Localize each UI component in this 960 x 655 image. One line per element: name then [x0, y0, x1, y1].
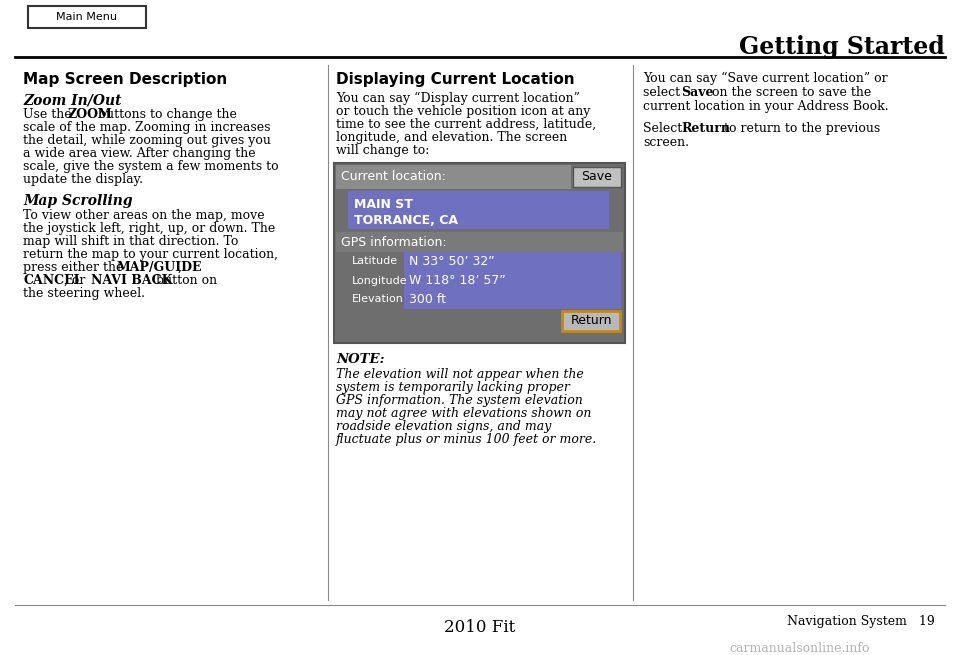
Bar: [336, 309, 623, 333]
Bar: [348, 191, 609, 229]
Text: to return to the previous: to return to the previous: [721, 122, 880, 135]
Text: To view other areas on the map, move: To view other areas on the map, move: [23, 209, 265, 222]
Text: Zoom In/Out: Zoom In/Out: [23, 93, 122, 107]
Text: current location in your Address Book.: current location in your Address Book.: [643, 100, 889, 113]
Text: the steering wheel.: the steering wheel.: [23, 287, 145, 300]
Text: You can say “Display current location”: You can say “Display current location”: [336, 92, 580, 105]
Text: Navigation System   19: Navigation System 19: [787, 616, 935, 629]
Text: Map Screen Description: Map Screen Description: [23, 72, 228, 87]
Text: time to see the current address, latitude,: time to see the current address, latitud…: [336, 118, 596, 131]
Text: will change to:: will change to:: [336, 144, 429, 157]
Text: the detail, while zooming out gives you: the detail, while zooming out gives you: [23, 134, 271, 147]
Bar: [404, 252, 621, 309]
Text: may not agree with elevations shown on: may not agree with elevations shown on: [336, 407, 591, 420]
Text: You can say “Save current location” or: You can say “Save current location” or: [643, 72, 888, 85]
Text: Displaying Current Location: Displaying Current Location: [336, 72, 575, 87]
Text: NOTE:: NOTE:: [336, 353, 385, 366]
Text: Main Menu: Main Menu: [57, 12, 117, 22]
Text: Save: Save: [582, 170, 612, 183]
Text: The elevation will not appear when the: The elevation will not appear when the: [336, 368, 584, 381]
Bar: [28, 6, 146, 28]
Text: Save: Save: [682, 86, 714, 99]
Bar: [573, 167, 621, 187]
Text: press either the: press either the: [23, 261, 128, 274]
Text: Return: Return: [570, 314, 612, 328]
Text: select: select: [643, 86, 684, 99]
Text: or touch the vehicle position icon at any: or touch the vehicle position icon at an…: [336, 105, 590, 118]
Text: Getting Started: Getting Started: [739, 35, 945, 59]
Text: NAVI BACK: NAVI BACK: [91, 274, 173, 287]
Text: update the display.: update the display.: [23, 173, 143, 186]
Text: fluctuate plus or minus 100 feet or more.: fluctuate plus or minus 100 feet or more…: [336, 433, 597, 446]
Text: scale of the map. Zooming in increases: scale of the map. Zooming in increases: [23, 121, 271, 134]
Text: Current location:: Current location:: [341, 170, 445, 183]
Text: Map Scrolling: Map Scrolling: [23, 194, 132, 208]
Text: longitude, and elevation. The screen: longitude, and elevation. The screen: [336, 131, 567, 144]
Text: ZOOM: ZOOM: [67, 108, 111, 121]
Text: return the map to your current location,: return the map to your current location,: [23, 248, 278, 261]
Bar: [334, 163, 625, 343]
Text: TORRANCE, CA: TORRANCE, CA: [354, 214, 458, 227]
Text: Select: Select: [643, 122, 686, 135]
Text: a wide area view. After changing the: a wide area view. After changing the: [23, 147, 255, 160]
Text: MAIN ST: MAIN ST: [354, 198, 413, 210]
Text: screen.: screen.: [643, 136, 689, 149]
Text: roadside elevation signs, and may: roadside elevation signs, and may: [336, 420, 551, 433]
Text: system is temporarily lacking proper: system is temporarily lacking proper: [336, 381, 570, 394]
Text: Return: Return: [682, 122, 731, 135]
Text: MAP/GUIDE: MAP/GUIDE: [116, 261, 202, 274]
Text: W 118° 18’ 57”: W 118° 18’ 57”: [409, 274, 506, 287]
Text: CANCEL: CANCEL: [23, 274, 83, 287]
Text: GPS information. The system elevation: GPS information. The system elevation: [336, 394, 583, 407]
Text: on the screen to save the: on the screen to save the: [708, 86, 871, 99]
Text: , or: , or: [63, 274, 89, 287]
Text: the joystick left, right, up, or down. The: the joystick left, right, up, or down. T…: [23, 222, 276, 235]
Text: Elevation: Elevation: [352, 295, 404, 305]
Text: Use the: Use the: [23, 108, 76, 121]
Text: map will shift in that direction. To: map will shift in that direction. To: [23, 235, 238, 248]
Text: 2010 Fit: 2010 Fit: [444, 620, 516, 637]
Text: carmanualsonline.info: carmanualsonline.info: [730, 641, 871, 654]
Text: ,: ,: [178, 261, 181, 274]
Text: Latitude: Latitude: [352, 257, 398, 267]
Text: N 33° 50’ 32”: N 33° 50’ 32”: [409, 255, 494, 268]
Text: GPS information:: GPS information:: [341, 236, 446, 248]
Bar: [336, 165, 571, 189]
Text: Longitude: Longitude: [352, 276, 408, 286]
Text: scale, give the system a few moments to: scale, give the system a few moments to: [23, 160, 278, 173]
Bar: [562, 311, 620, 331]
Text: 300 ft: 300 ft: [409, 293, 446, 306]
Text: buttons to change the: buttons to change the: [94, 108, 237, 121]
Text: button on: button on: [153, 274, 218, 287]
Bar: [336, 232, 623, 252]
